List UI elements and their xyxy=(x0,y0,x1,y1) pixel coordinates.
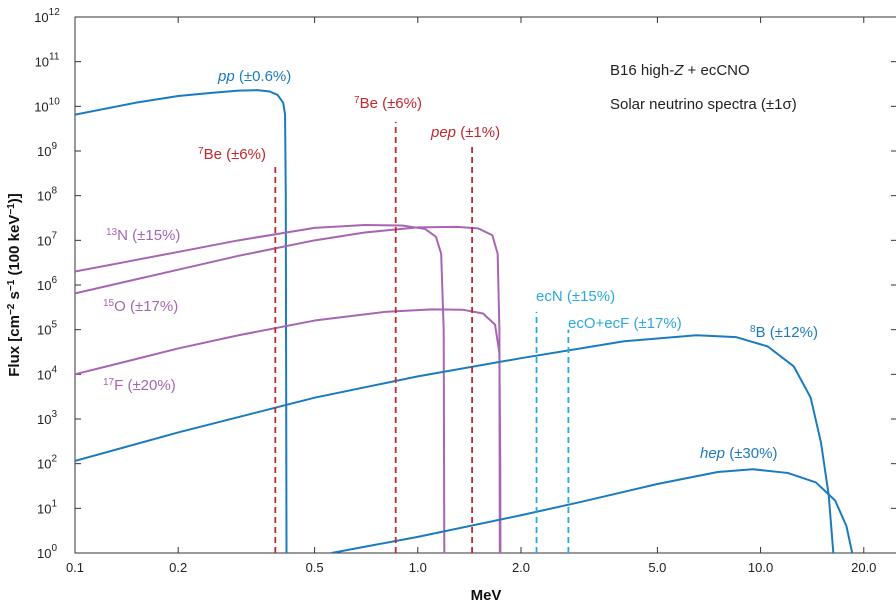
series-line-0 xyxy=(75,89,288,553)
label-8b: 8B (±12%) xyxy=(750,324,818,342)
y-tick-label: 1011 xyxy=(35,52,60,70)
label-ecn: ecN (±15%) xyxy=(536,288,615,305)
x-tick-label: 5.0 xyxy=(648,560,666,575)
series-layer xyxy=(75,89,854,553)
series-line-3 xyxy=(75,308,502,553)
y-tick-label: 1010 xyxy=(34,96,60,114)
x-tick-label: 20.0 xyxy=(851,560,876,575)
label-7be-low: 7Be (±6%) xyxy=(198,146,266,164)
y-tick-label: 102 xyxy=(37,454,57,472)
y-tick-label: 100 xyxy=(37,543,57,561)
y-tick-label: 104 xyxy=(37,364,57,382)
label-13n: 13N (±15%) xyxy=(106,227,180,245)
y-tick-label: 106 xyxy=(37,275,57,293)
label-eco-ecf: ecO+ecF (±17%) xyxy=(568,315,682,332)
series-line-5 xyxy=(331,468,854,553)
x-tick-label: 10.0 xyxy=(748,560,773,575)
x-tick-label: 1.0 xyxy=(409,560,427,575)
x-tick-label: 0.2 xyxy=(169,560,187,575)
label-pep: pep (±1%) xyxy=(430,124,500,141)
series-line-1 xyxy=(75,224,446,553)
series-line-4 xyxy=(75,334,835,553)
x-tick-label: 0.5 xyxy=(306,560,324,575)
annotation-model: B16 high-Z + ecCNO xyxy=(610,62,750,79)
y-tick-label: 108 xyxy=(37,186,57,204)
label-17f: 17F (±20%) xyxy=(103,377,176,395)
label-7be-high: 7Be (±6%) xyxy=(354,95,422,113)
y-axis-title: Flux [cm−2 s−1 (100 keV−1)] xyxy=(6,193,24,376)
label-pp: pp (±0.6%) xyxy=(217,68,291,85)
y-tick-label: 1012 xyxy=(34,7,60,25)
series-line-2 xyxy=(75,225,501,553)
label-hep: hep (±30%) xyxy=(700,445,777,462)
labels-layer: pp (±0.6%) 7Be (±6%) 7Be (±6%) pep (±1%)… xyxy=(103,62,818,462)
x-tick-label: 0.1 xyxy=(66,560,84,575)
label-15o: 15O (±17%) xyxy=(103,298,178,316)
x-axis-title: MeV xyxy=(471,587,502,604)
y-tick-label: 103 xyxy=(37,409,57,427)
axes-layer: 0.1 0.2 0.5 1.0 2.0 5.0 10.0 20.0 100 101 102 103 10… xyxy=(34,7,896,575)
annotation-subtitle: Solar neutrino spectra (±1σ) xyxy=(610,96,797,113)
y-tick-label: 105 xyxy=(37,320,57,338)
y-tick-label: 101 xyxy=(37,498,57,516)
x-tick-label: 2.0 xyxy=(512,560,530,575)
y-tick-label: 107 xyxy=(37,230,57,248)
y-tick-label: 109 xyxy=(37,141,57,159)
